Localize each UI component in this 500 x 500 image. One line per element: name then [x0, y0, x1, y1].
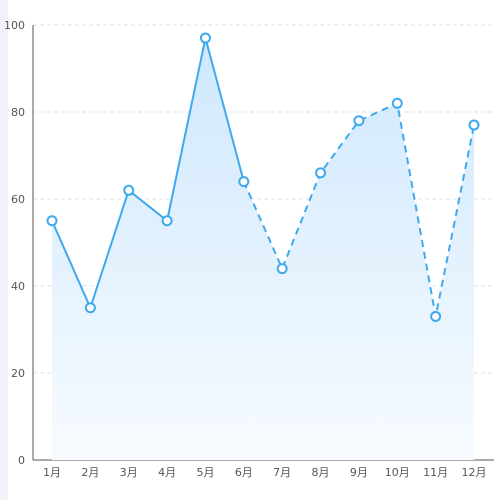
left-edge-strip: [0, 0, 8, 500]
x-tick-label-8: 8月: [312, 466, 330, 479]
data-point-6: [238, 176, 250, 188]
y-tick-label-20: 20: [11, 367, 25, 380]
data-point-8: [315, 167, 327, 179]
data-point-11: [430, 310, 442, 322]
y-tick-label-100: 100: [4, 19, 25, 32]
data-points: [46, 32, 480, 322]
x-tick-label-7: 7月: [273, 466, 291, 479]
x-tick-label-4: 4月: [158, 466, 176, 479]
data-point-5: [199, 32, 211, 44]
y-tick-label-80: 80: [11, 106, 25, 119]
y-tick-label-0: 0: [18, 454, 25, 467]
x-tick-label-2: 2月: [81, 466, 99, 479]
y-tick-label-60: 60: [11, 193, 25, 206]
data-point-12: [468, 119, 480, 131]
data-point-7: [276, 263, 288, 275]
data-point-2: [84, 302, 96, 314]
y-tick-label-40: 40: [11, 280, 25, 293]
data-point-10: [391, 97, 403, 109]
area-fill: [52, 38, 474, 461]
x-tick-label-3: 3月: [120, 466, 138, 479]
data-point-3: [123, 184, 135, 196]
data-point-1: [46, 215, 58, 227]
x-tick-labels: 1月 2月 3月 4月 5月 6月 7月 8月 9月 10月 11月 12月: [43, 466, 487, 479]
series-line-solid: [51, 37, 245, 309]
y-tick-labels: 0 20 40 60 80 100: [4, 19, 25, 467]
data-point-9: [353, 115, 365, 127]
x-tick-label-5: 5月: [196, 466, 214, 479]
x-tick-label-10: 10月: [385, 466, 410, 479]
data-point-4: [161, 215, 173, 227]
x-tick-label-11: 11月: [423, 466, 448, 479]
x-tick-label-1: 1月: [43, 466, 61, 479]
x-tick-label-12: 12月: [462, 466, 487, 479]
x-tick-label-6: 6月: [235, 466, 253, 479]
area-shape: [52, 38, 474, 461]
x-tick-label-9: 9月: [350, 466, 368, 479]
